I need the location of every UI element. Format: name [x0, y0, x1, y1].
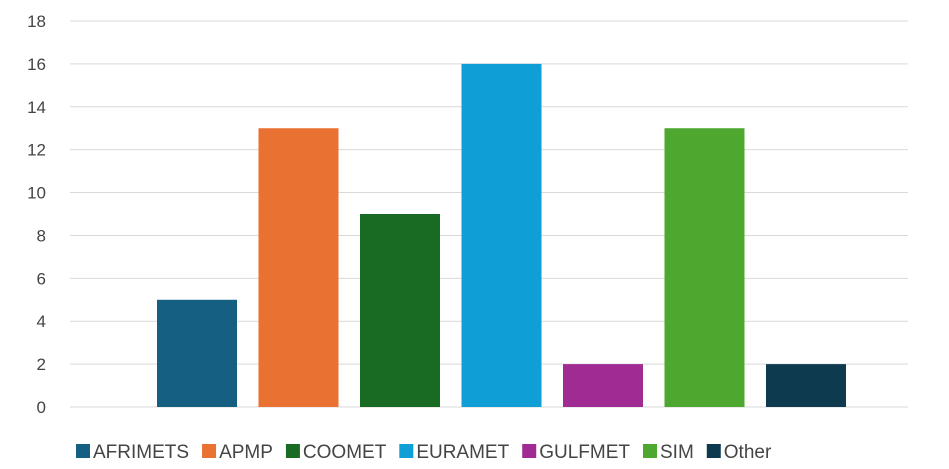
legend-swatch	[399, 444, 414, 458]
y-tick-label: 2	[37, 355, 46, 374]
bar-sim	[664, 128, 745, 407]
legend-label: COOMET	[303, 442, 387, 463]
bar-afrimets	[157, 299, 237, 407]
y-axis-tick-labels: 0 2 4 6 8 10 12 14 16 18	[27, 12, 46, 417]
legend: AFRIMETS APMP COOMET EURAMET GULFMET SIM Other	[76, 442, 772, 463]
legend-label: Other	[724, 442, 772, 463]
legend-swatch	[522, 444, 537, 458]
y-tick-label: 18	[27, 12, 46, 31]
y-tick-label: 14	[27, 98, 46, 117]
bar-euramet	[461, 63, 542, 408]
y-tick-label: 6	[37, 269, 46, 288]
bar-apmp	[258, 128, 339, 407]
y-tick-label: 4	[37, 312, 46, 331]
legend-swatch	[643, 444, 657, 458]
legend-label: GULFMET	[539, 442, 630, 463]
legend-swatch	[706, 444, 721, 458]
bar-other	[766, 364, 846, 407]
y-tick-label: 0	[37, 398, 46, 417]
legend-swatch	[76, 444, 90, 458]
legend-swatch	[202, 444, 217, 458]
legend-label: SIM	[660, 442, 694, 463]
bars	[157, 63, 846, 408]
bar-coomet	[360, 214, 440, 407]
legend-label: APMP	[219, 442, 273, 463]
y-tick-label: 16	[27, 55, 46, 74]
legend-label: EURAMET	[416, 442, 509, 463]
y-tick-label: 10	[27, 184, 46, 203]
bar-gulfmet	[563, 364, 643, 407]
y-tick-label: 8	[37, 226, 46, 245]
legend-swatch	[285, 444, 300, 458]
legend-label: AFRIMETS	[93, 442, 189, 463]
y-tick-label: 12	[27, 141, 46, 160]
